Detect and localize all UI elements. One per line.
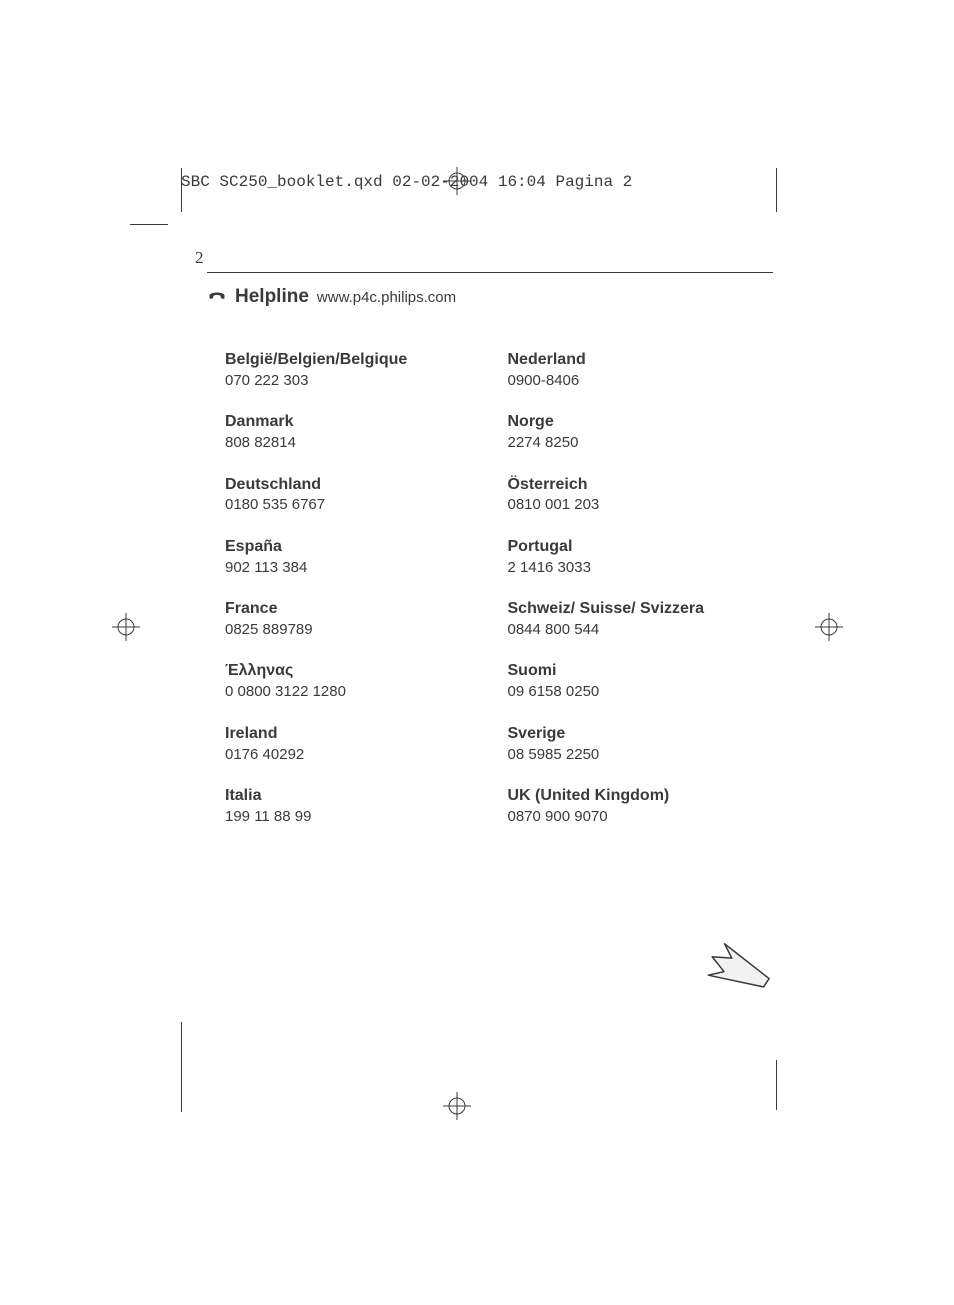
helpline-entry: België/Belgien/Belgique070 222 303 (225, 350, 488, 390)
helpline-entry: Ireland0176 40292 (225, 724, 488, 764)
column-right: Nederland0900-8406 Norge2274 8250 Österrei… (508, 350, 771, 848)
country-name: Portugal (508, 537, 771, 558)
crop-mark (776, 168, 777, 212)
country-name: Έλληνας (225, 661, 488, 682)
helpline-entry: Έλληνας0 0800 3122 1280 (225, 661, 488, 701)
helpline-entry: UK (United Kingdom)0870 900 9070 (508, 786, 771, 826)
helpline-entry: Nederland0900-8406 (508, 350, 771, 390)
phone-number: 0900-8406 (508, 371, 771, 391)
phone-number: 2 1416 3033 (508, 558, 771, 578)
phone-number: 0844 800 544 (508, 620, 771, 640)
country-name: België/Belgien/Belgique (225, 350, 488, 371)
helpline-url: www.p4c.philips.com (317, 289, 456, 306)
prepress-header: SBC SC250_booklet.qxd 02-02-2004 16:04 P… (181, 173, 632, 191)
helpline-entry: Danmark808 82814 (225, 412, 488, 452)
phone-number: 09 6158 0250 (508, 682, 771, 702)
helpline-entry: Schweiz/ Suisse/ Svizzera0844 800 544 (508, 599, 771, 639)
crop-mark (776, 1060, 777, 1110)
helpline-entry: Deutschland0180 535 6767 (225, 475, 488, 515)
helpline-entry: Suomi09 6158 0250 (508, 661, 771, 701)
arrow-cursor-icon (698, 935, 778, 1015)
crop-mark (130, 224, 168, 225)
phone-icon (207, 289, 227, 305)
country-name: Nederland (508, 350, 771, 371)
phone-number: 199 11 88 99 (225, 807, 488, 827)
phone-number: 08 5985 2250 (508, 745, 771, 765)
crop-mark (181, 1022, 182, 1112)
country-name: Norge (508, 412, 771, 433)
helpline-entry: Portugal2 1416 3033 (508, 537, 771, 577)
country-name: Österreich (508, 475, 771, 496)
helpline-entry: Österreich0810 001 203 (508, 475, 771, 515)
country-name: España (225, 537, 488, 558)
phone-number: 0825 889789 (225, 620, 488, 640)
registration-mark-icon (443, 167, 471, 195)
helpline-entry: Italia199 11 88 99 (225, 786, 488, 826)
phone-number: 902 113 384 (225, 558, 488, 578)
phone-number: 0180 535 6767 (225, 495, 488, 515)
helpline-entry: España902 113 384 (225, 537, 488, 577)
phone-number: 070 222 303 (225, 371, 488, 391)
helpline-entry: Norge2274 8250 (508, 412, 771, 452)
helpline-entry: France0825 889789 (225, 599, 488, 639)
registration-mark-icon (443, 1092, 471, 1120)
country-name: Schweiz/ Suisse/ Svizzera (508, 599, 771, 620)
horizontal-rule (207, 272, 773, 273)
phone-number: 808 82814 (225, 433, 488, 453)
country-name: France (225, 599, 488, 620)
column-left: België/Belgien/Belgique070 222 303 Danmar… (225, 350, 508, 848)
registration-mark-icon (112, 613, 140, 641)
country-name: Ireland (225, 724, 488, 745)
page-number: 2 (195, 248, 204, 268)
country-name: Suomi (508, 661, 771, 682)
country-name: UK (United Kingdom) (508, 786, 771, 807)
helpline-title: Helpline (235, 286, 309, 308)
crop-mark (181, 168, 182, 212)
helpline-header: Helpline www.p4c.philips.com (207, 286, 456, 308)
phone-number: 2274 8250 (508, 433, 771, 453)
phone-number: 0810 001 203 (508, 495, 771, 515)
helpline-entry: Sverige08 5985 2250 (508, 724, 771, 764)
country-name: Deutschland (225, 475, 488, 496)
country-name: Sverige (508, 724, 771, 745)
country-name: Italia (225, 786, 488, 807)
phone-number: 0870 900 9070 (508, 807, 771, 827)
phone-number: 0176 40292 (225, 745, 488, 765)
registration-mark-icon (815, 613, 843, 641)
country-name: Danmark (225, 412, 488, 433)
phone-number: 0 0800 3122 1280 (225, 682, 488, 702)
helpline-columns: België/Belgien/Belgique070 222 303 Danmar… (225, 350, 770, 848)
